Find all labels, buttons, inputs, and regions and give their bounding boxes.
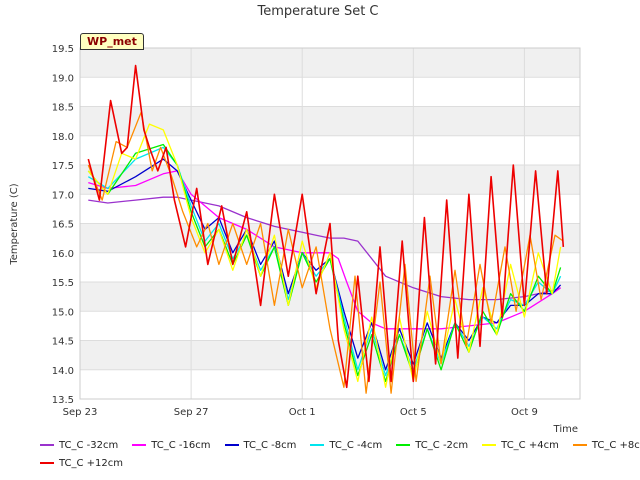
legend-label: TC_C -2cm bbox=[415, 439, 469, 451]
legend-label: TC_C +8cm bbox=[591, 439, 640, 451]
chart-title: Temperature Set C bbox=[256, 4, 378, 19]
y-axis-label: Temperature (C) bbox=[9, 183, 20, 265]
plot-band bbox=[80, 135, 580, 165]
y-tick-label: 13.5 bbox=[52, 395, 74, 406]
legend-item: TC_C +12cm bbox=[40, 458, 123, 469]
plot-band bbox=[80, 282, 580, 312]
x-tick-label: Oct 9 bbox=[511, 407, 538, 418]
series-line bbox=[87, 111, 564, 394]
plot-band bbox=[80, 77, 580, 107]
legend-label: TC_C +12cm bbox=[59, 457, 124, 469]
plot-band bbox=[80, 106, 580, 136]
legend-swatch bbox=[40, 462, 54, 464]
y-tick-label: 16.5 bbox=[52, 220, 74, 231]
grid-lines bbox=[79, 47, 580, 400]
legend-item: TC_C -2cm bbox=[396, 440, 468, 451]
x-tick-label: Sep 23 bbox=[63, 407, 98, 418]
legend-item: TC_C -4cm bbox=[310, 440, 382, 451]
x-tick-label: Oct 5 bbox=[400, 407, 427, 418]
legend-item: TC_C +8cm bbox=[572, 439, 640, 451]
y-tick-label: 17.0 bbox=[52, 190, 74, 201]
legend-label: TC_C -32cm bbox=[59, 439, 119, 451]
legend-swatch bbox=[396, 444, 411, 446]
legend-item: TC_C -16cm bbox=[132, 439, 211, 451]
y-tick-label: 18.0 bbox=[52, 132, 74, 143]
plot-band bbox=[80, 340, 580, 370]
legend-swatch bbox=[310, 444, 325, 446]
legend-swatch bbox=[224, 444, 239, 446]
legend-swatch bbox=[40, 444, 54, 446]
y-tick-label: 19.5 bbox=[52, 44, 74, 55]
series-line bbox=[87, 146, 562, 377]
legend-label: TC_C -4cm bbox=[329, 439, 383, 451]
station-badge: WP_met bbox=[80, 33, 144, 50]
x-axis-label: Time bbox=[553, 424, 578, 435]
legend-swatch bbox=[572, 444, 587, 446]
series-line bbox=[87, 64, 565, 389]
plot-band bbox=[80, 194, 580, 224]
legend: TC_C -32cm TC_C -16cm TC_C -8cm TC_C -4cm TC… bbox=[40, 436, 640, 472]
legend-label: TC_C +4cm bbox=[501, 439, 559, 451]
plot-frame bbox=[79, 47, 581, 400]
legend-swatch bbox=[482, 444, 497, 446]
y-axis-ticks: 13.5 14.0 14.5 15.0 15.5 16.0 16.5 17.0 17.5 18.0… bbox=[52, 44, 74, 406]
plot-band bbox=[80, 165, 580, 195]
legend-label: TC_C -8cm bbox=[243, 439, 297, 451]
legend-swatch bbox=[132, 444, 147, 446]
legend-item: TC_C +4cm bbox=[482, 440, 559, 451]
legend-row: TC_C +12cm bbox=[40, 454, 630, 472]
y-tick-label: 15.5 bbox=[52, 278, 74, 289]
y-tick-label: 19.0 bbox=[52, 73, 74, 84]
x-tick-label: Sep 27 bbox=[174, 407, 209, 418]
legend-item: TC_C -32cm bbox=[40, 440, 118, 451]
series-line bbox=[87, 143, 562, 383]
legend-item: TC_C -8cm bbox=[224, 439, 297, 451]
y-tick-label: 14.5 bbox=[52, 337, 74, 348]
y-tick-label: 18.5 bbox=[52, 103, 74, 114]
x-tick-label: Oct 1 bbox=[289, 407, 316, 418]
plot-band bbox=[80, 252, 580, 282]
y-tick-label: 15.0 bbox=[52, 307, 74, 318]
x-axis-ticks: Sep 23 Sep 27 Oct 1 Oct 5 Oct 9 bbox=[63, 407, 538, 418]
y-tick-label: 14.0 bbox=[52, 366, 74, 377]
legend-row: TC_C -32cm TC_C -16cm TC_C -8cm TC_C -4cm TC… bbox=[40, 436, 640, 454]
plot-band bbox=[80, 369, 580, 399]
series-lines bbox=[87, 64, 565, 394]
y-tick-label: 16.0 bbox=[52, 249, 74, 260]
y-tick-label: 17.5 bbox=[52, 161, 74, 172]
legend-label: TC_C -16cm bbox=[151, 439, 211, 451]
plot-band bbox=[80, 48, 580, 78]
